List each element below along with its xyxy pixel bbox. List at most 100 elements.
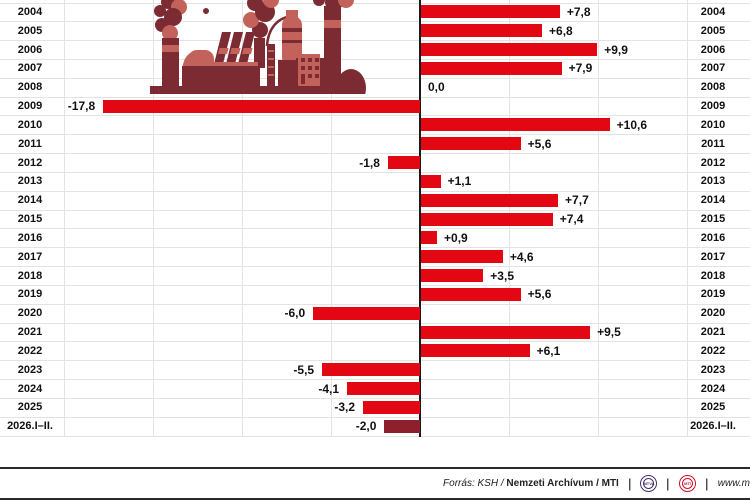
- value-label: +6,8: [549, 23, 573, 38]
- bar: [421, 137, 521, 151]
- value-label: -17,8: [67, 99, 96, 114]
- year-label-right: 2020: [700, 307, 726, 320]
- value-label: +9,9: [604, 42, 628, 57]
- gridline-horizontal: [0, 360, 750, 362]
- factory-illustration: [150, 0, 366, 94]
- bar: [421, 325, 591, 339]
- bar: [421, 269, 484, 283]
- gridline-vertical: [331, 0, 332, 436]
- bar: [421, 212, 553, 226]
- gridline-horizontal: [0, 190, 750, 192]
- year-label-right: 2015: [700, 213, 726, 226]
- bar: [421, 24, 543, 38]
- mtva-logo: MTVA: [640, 475, 658, 492]
- year-label-left: 2006: [17, 43, 43, 56]
- year-label-right: 2026.I–II.: [690, 420, 736, 433]
- gridline-horizontal: [0, 247, 750, 249]
- bar: [421, 250, 503, 264]
- bar: [421, 287, 521, 301]
- year-label-right: 2010: [700, 118, 726, 131]
- year-label-right: 2008: [700, 81, 726, 94]
- bar: [347, 382, 420, 395]
- gridline-vertical: [64, 0, 65, 436]
- year-label-left: 2008: [17, 81, 43, 94]
- value-label: -4,1: [318, 381, 340, 396]
- gridline-horizontal: [0, 115, 750, 117]
- bar: [103, 99, 420, 113]
- separator: |: [705, 476, 709, 491]
- bar: [322, 363, 420, 377]
- value-label: +3,5: [490, 268, 514, 283]
- value-label: -2,0: [355, 419, 377, 434]
- gridline-horizontal: [0, 284, 750, 286]
- value-label: +7,4: [559, 212, 584, 227]
- gridline-horizontal: [0, 416, 750, 418]
- year-label-right: 2012: [700, 156, 726, 169]
- gridline-horizontal: [0, 322, 750, 324]
- year-label-right: 2009: [700, 100, 726, 113]
- bar: [421, 193, 559, 207]
- gridline-horizontal: [0, 134, 750, 136]
- gridline-horizontal: [0, 379, 750, 381]
- bar: [363, 400, 420, 414]
- gridline-horizontal: [0, 40, 750, 42]
- gridline-horizontal: [0, 266, 750, 268]
- year-label-right: 2004: [700, 5, 726, 18]
- value-label: +5,6: [527, 287, 552, 302]
- gridline-horizontal: [0, 209, 750, 211]
- bar: [421, 174, 441, 188]
- value-label: -3,2: [334, 400, 356, 415]
- gridline-horizontal: [0, 435, 750, 437]
- gridline-vertical: [242, 0, 243, 436]
- gridline-horizontal: [0, 21, 750, 23]
- zero-axis-line: [419, 0, 421, 437]
- value-label: +4,6: [509, 249, 534, 264]
- year-label-left: 2010: [17, 118, 43, 131]
- year-label-right: 2007: [700, 62, 726, 75]
- value-label: +7,7: [565, 193, 589, 208]
- bar: [421, 43, 598, 57]
- year-label-left: 2007: [17, 62, 43, 75]
- footer-source-bar: Forrás: KSH / Nemzeti Archívum / MTI | M…: [0, 467, 750, 500]
- mti-logo: MTI: [679, 475, 697, 492]
- year-label-left: 2015: [17, 213, 43, 226]
- bar: [421, 344, 530, 358]
- value-label: -5,5: [293, 362, 315, 377]
- year-label-right: 2005: [700, 24, 726, 37]
- website-url: www.m: [717, 478, 750, 489]
- year-label-left: 2020: [17, 307, 43, 320]
- value-label: 0,0: [428, 80, 445, 95]
- bar: [421, 61, 562, 75]
- year-label-right: 2006: [700, 43, 726, 56]
- year-label-left: 2018: [17, 269, 43, 282]
- bar: [421, 231, 438, 245]
- value-label: +7,8: [566, 4, 591, 19]
- gridline-horizontal: [0, 58, 750, 60]
- year-label-right: 2019: [700, 288, 726, 301]
- bar: [313, 306, 420, 320]
- year-label-right: 2011: [701, 137, 725, 150]
- gridline-vertical: [153, 0, 154, 436]
- value-label: +0,9: [444, 230, 468, 245]
- year-label-left: 2011: [18, 137, 42, 150]
- year-label-left: 2024: [17, 382, 43, 395]
- year-label-right: 2023: [700, 363, 726, 376]
- year-label-left: 2026.I–II.: [7, 420, 53, 433]
- gridline-horizontal: [0, 341, 750, 343]
- bar: [387, 156, 420, 170]
- year-label-left: 2014: [17, 194, 43, 207]
- value-label: +9,5: [597, 325, 621, 340]
- value-label: +10,6: [616, 117, 648, 132]
- year-label-right: 2017: [700, 250, 726, 263]
- bar: [384, 419, 420, 433]
- source-text: Forrás: KSH / Nemzeti Archívum / MTI: [443, 478, 619, 489]
- year-label-right: 2014: [700, 194, 726, 207]
- gridline-horizontal: [0, 228, 750, 230]
- gridline-horizontal: [0, 153, 750, 155]
- year-label-left: 2025: [17, 401, 43, 414]
- gridline-vertical: [598, 0, 599, 436]
- year-label-left: 2023: [17, 363, 43, 376]
- year-label-left: 2009: [17, 100, 43, 113]
- gridline-horizontal: [0, 77, 750, 79]
